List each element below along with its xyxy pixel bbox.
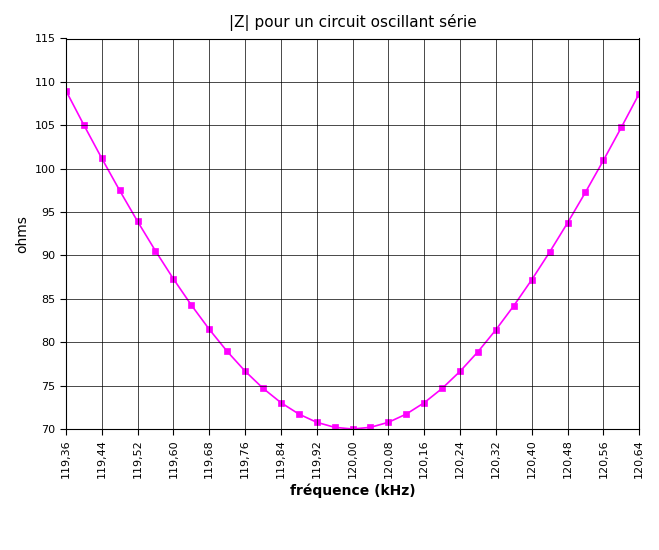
X-axis label: fréquence (kHz): fréquence (kHz) <box>290 484 415 498</box>
Title: |Z| pour un circuit oscillant série: |Z| pour un circuit oscillant série <box>229 14 476 31</box>
Y-axis label: ohms: ohms <box>15 215 29 252</box>
